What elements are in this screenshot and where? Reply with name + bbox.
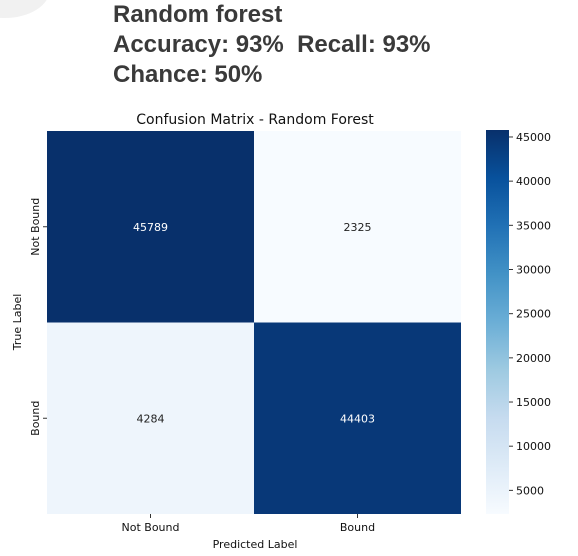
heatmap-cell: [254, 131, 461, 323]
colorbar-tick-label: 35000: [516, 219, 551, 232]
y-axis-label: True Label: [11, 294, 24, 352]
x-axis-label: Predicted Label: [213, 538, 298, 551]
colorbar-ticks: 5000 10000 15000 20000 25000 30000 35000 40000 4…: [509, 131, 551, 497]
heatmap-cell: [47, 322, 254, 514]
cell-value-label: 45789: [133, 221, 168, 234]
colorbar-tick-label: 25000: [516, 308, 551, 321]
heatmap-cell-labels: 45789 2325 4284 44403: [133, 221, 375, 426]
chart-title: Confusion Matrix - Random Forest: [136, 112, 374, 128]
colorbar-tick-label: 45000: [516, 131, 551, 144]
x-tick-label: Bound: [340, 521, 375, 534]
heatmap-cell: [254, 322, 461, 514]
heatmap-cell: [47, 131, 254, 323]
cell-value-label: 4284: [137, 412, 165, 425]
y-tick-label: Bound: [29, 401, 42, 436]
model-title: Random forest: [113, 1, 283, 28]
colorbar: [486, 130, 509, 514]
y-tick-label: Not Bound: [29, 198, 42, 256]
colorbar-tick-label: 40000: [516, 175, 551, 188]
colorbar-tick-label: 20000: [516, 352, 551, 365]
chance-line: Chance: 50%: [113, 61, 263, 88]
cell-value-label: 2325: [344, 221, 372, 234]
colorbar-tick-label: 15000: [516, 396, 551, 409]
y-axis-ticks: Not Bound Bound: [29, 198, 47, 436]
metrics-line: Accuracy: 93% Recall: 93%: [113, 31, 431, 58]
colorbar-tick-label: 30000: [516, 263, 551, 276]
colorbar-tick-label: 10000: [516, 440, 551, 453]
heatmap-cells: [47, 131, 461, 514]
cell-value-label: 44403: [340, 412, 375, 425]
x-axis-ticks: Not Bound Bound: [122, 514, 375, 534]
results-header: Random forest Accuracy: 93% Recall: 93% …: [113, 0, 431, 90]
colorbar-tick-label: 5000: [516, 484, 544, 497]
x-tick-label: Not Bound: [122, 521, 180, 534]
